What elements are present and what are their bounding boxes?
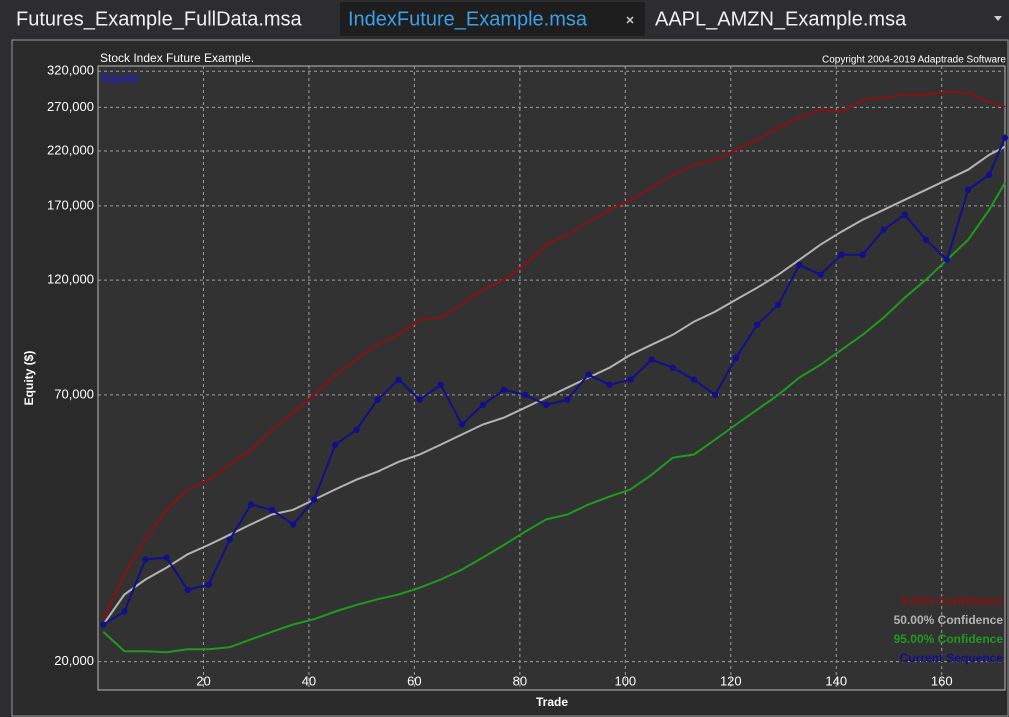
x-axis-label: Trade <box>536 695 568 709</box>
point <box>901 211 909 218</box>
point <box>500 386 508 393</box>
tab-close[interactable] <box>626 16 634 24</box>
series-line <box>102 90 1006 620</box>
point <box>289 521 297 528</box>
chart-title: Stock Index Future Example. <box>100 51 254 65</box>
x-tick-label: 160 <box>931 673 953 688</box>
point <box>437 381 444 388</box>
legend-entry: 5.00% Confidence <box>900 594 1003 608</box>
tab-active[interactable]: IndexFuture_Example.msa <box>348 8 588 30</box>
x-tick-label: 140 <box>825 673 847 688</box>
y-tick-label: 20,000 <box>54 653 94 668</box>
legend-entry: 50.00% Confidence <box>894 613 1004 627</box>
point <box>627 376 634 383</box>
tab[interactable]: Futures_Example_FullData.msa <box>16 8 303 30</box>
x-tick-label: 20 <box>196 673 210 688</box>
point <box>796 261 803 269</box>
point <box>732 354 740 362</box>
point <box>184 586 191 594</box>
point <box>353 426 360 434</box>
point <box>943 256 951 263</box>
active-tab-bg[interactable] <box>340 2 645 36</box>
point <box>985 171 993 179</box>
y-tick-label: 320,000 <box>47 63 94 78</box>
point <box>964 186 972 193</box>
series-line <box>102 137 1006 626</box>
y-axis-label: Equity ($) <box>22 351 36 406</box>
x-tick-label: 100 <box>614 673 636 688</box>
copyright: Copyright 2004-2019 Adaptrade Software <box>822 55 1006 66</box>
y-tick-label: 70,000 <box>54 386 94 401</box>
series-line <box>102 182 1006 654</box>
point <box>648 356 655 363</box>
series-line <box>102 145 1006 626</box>
tab-menu[interactable] <box>994 16 1002 21</box>
point <box>205 581 212 588</box>
point <box>479 401 487 409</box>
point <box>121 608 128 615</box>
point <box>268 506 276 513</box>
point <box>690 376 698 383</box>
point <box>1001 134 1009 141</box>
point <box>753 321 761 328</box>
plot-layer: 20,000 70,000 120,000 170,000 220,000 270,000… <box>47 63 1009 690</box>
point <box>163 554 170 561</box>
point <box>775 301 782 308</box>
point <box>880 226 887 233</box>
point <box>311 496 318 503</box>
plot-area <box>97 65 1006 691</box>
point <box>247 501 255 508</box>
x-tick-label: 120 <box>720 673 742 688</box>
y-tick-label: 170,000 <box>47 197 94 212</box>
x-tick-label: 80 <box>513 673 527 688</box>
point <box>922 236 930 243</box>
point <box>543 401 550 409</box>
annotation: Equity <box>102 71 139 85</box>
point <box>142 556 149 563</box>
x-tick-label: 40 <box>302 673 316 688</box>
point <box>838 251 845 258</box>
point <box>711 391 719 399</box>
point <box>521 391 529 399</box>
point <box>859 251 866 258</box>
y-tick-label: 120,000 <box>47 272 94 287</box>
legend-entry: Current Sequence <box>900 651 1004 665</box>
point <box>416 396 423 403</box>
point <box>374 396 381 403</box>
point <box>564 396 571 403</box>
point <box>669 364 676 371</box>
y-tick-label: 270,000 <box>47 99 94 114</box>
point <box>100 621 107 628</box>
point <box>458 421 466 428</box>
point <box>395 376 402 383</box>
point <box>226 536 234 543</box>
legend-entry: 95.00% Confidence <box>894 632 1004 646</box>
point <box>332 441 339 448</box>
y-tick-label: 220,000 <box>47 142 94 157</box>
tab[interactable]: AAPL_AMZN_Example.msa <box>655 8 907 30</box>
point <box>606 381 613 388</box>
point <box>817 271 824 278</box>
point <box>585 371 592 378</box>
x-tick-label: 60 <box>407 673 421 688</box>
